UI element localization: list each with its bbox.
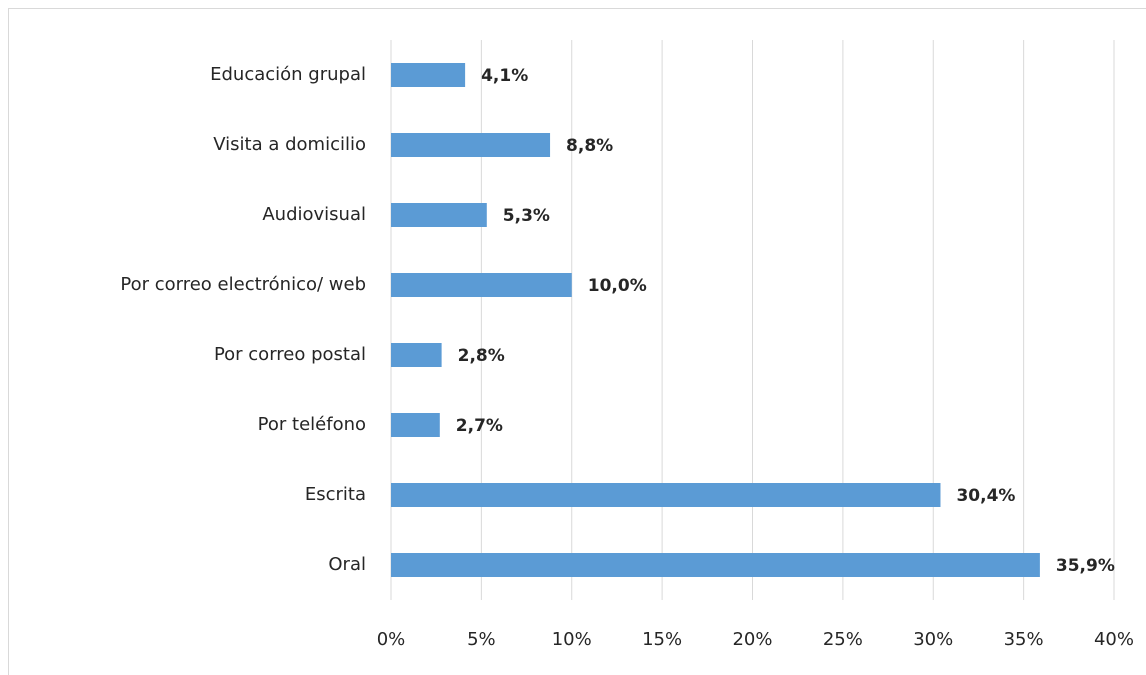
- x-tick-label: 35%: [1004, 629, 1044, 650]
- value-label: 2,8%: [458, 346, 505, 366]
- y-tick-label: Por correo postal: [214, 344, 366, 365]
- y-tick-label: Por correo electrónico/ web: [120, 274, 366, 295]
- y-tick-label: Audiovisual: [262, 204, 366, 225]
- bar: [391, 273, 572, 297]
- bar: [391, 553, 1040, 577]
- value-label: 30,4%: [956, 486, 1015, 506]
- y-tick-label: Por teléfono: [258, 414, 366, 435]
- x-tick-label: 25%: [823, 629, 863, 650]
- value-label: 35,9%: [1056, 556, 1115, 576]
- value-label: 5,3%: [503, 206, 550, 226]
- x-tick-label: 30%: [913, 629, 953, 650]
- bar: [391, 63, 466, 87]
- y-tick-label: Escrita: [305, 484, 366, 505]
- chart-frame: [8, 8, 1146, 675]
- x-tick-label: 20%: [732, 629, 772, 650]
- bar: [391, 483, 941, 507]
- bar: [391, 413, 440, 437]
- value-label: 4,1%: [481, 66, 528, 86]
- x-tick-label: 40%: [1094, 629, 1134, 650]
- value-label: 10,0%: [588, 276, 647, 296]
- bar: [391, 343, 442, 367]
- x-tick-label: 0%: [377, 629, 406, 650]
- y-tick-label: Educación grupal: [210, 64, 366, 85]
- x-tick-label: 10%: [552, 629, 592, 650]
- x-tick-label: 15%: [642, 629, 682, 650]
- y-tick-label: Oral: [328, 554, 366, 575]
- bar: [391, 203, 487, 227]
- x-tick-label: 5%: [467, 629, 496, 650]
- value-label: 8,8%: [566, 136, 613, 156]
- bar: [391, 133, 551, 157]
- value-label: 2,7%: [456, 416, 503, 436]
- y-tick-label: Visita a domicilio: [213, 134, 366, 155]
